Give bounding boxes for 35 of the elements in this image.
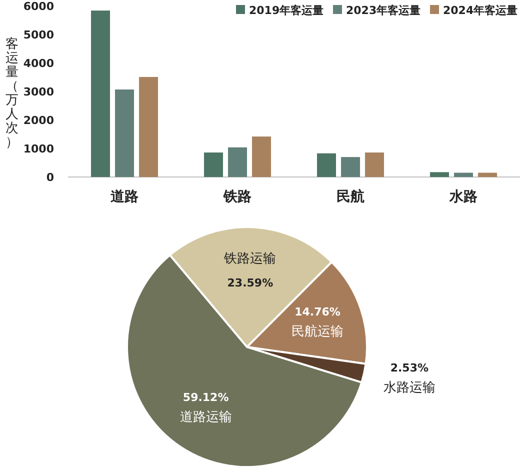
bar — [228, 147, 247, 177]
bar — [317, 153, 336, 177]
x-tick-label: 道路 — [110, 189, 138, 205]
slice-label: 道路运输 — [180, 410, 232, 425]
bar — [204, 152, 223, 177]
data-label: 59.12% — [182, 390, 229, 404]
y-axis-title: 客运量（万人次） — [6, 36, 18, 150]
y-tick-label: 5000 — [23, 28, 54, 42]
bar — [91, 10, 110, 177]
y-tick-label: 3000 — [23, 86, 54, 98]
y-tick-label: 4000 — [23, 57, 54, 70]
legend-label: 2024年客运量 — [443, 4, 518, 17]
bar — [478, 172, 497, 177]
legend-label: 2023年客运量 — [346, 4, 421, 17]
x-tick-label: 水路 — [448, 189, 478, 205]
y-tick-label: 0 — [46, 171, 54, 184]
slice-label: 水路运输 — [383, 380, 436, 396]
y-tick-label: 1000 — [23, 142, 54, 156]
bar — [252, 136, 271, 177]
data-label: 2.53% — [390, 361, 429, 374]
y-tick-label: 6000 — [23, 0, 54, 13]
x-tick-label: 民航 — [336, 188, 364, 205]
bar — [430, 172, 449, 177]
bar — [115, 90, 134, 177]
x-tick-label: 铁路 — [222, 189, 252, 205]
y-tick-label: 2000 — [23, 114, 54, 127]
bar — [365, 152, 384, 177]
slice-label: 铁路运输 — [223, 252, 276, 267]
bar — [139, 76, 158, 177]
bar — [454, 172, 473, 177]
bar — [341, 157, 360, 177]
data-label: 23.59% — [227, 276, 274, 290]
slice-label: 民航运输 — [292, 324, 344, 340]
legend-label: 2019年客运量 — [249, 4, 324, 17]
data-label: 14.76% — [294, 305, 340, 318]
